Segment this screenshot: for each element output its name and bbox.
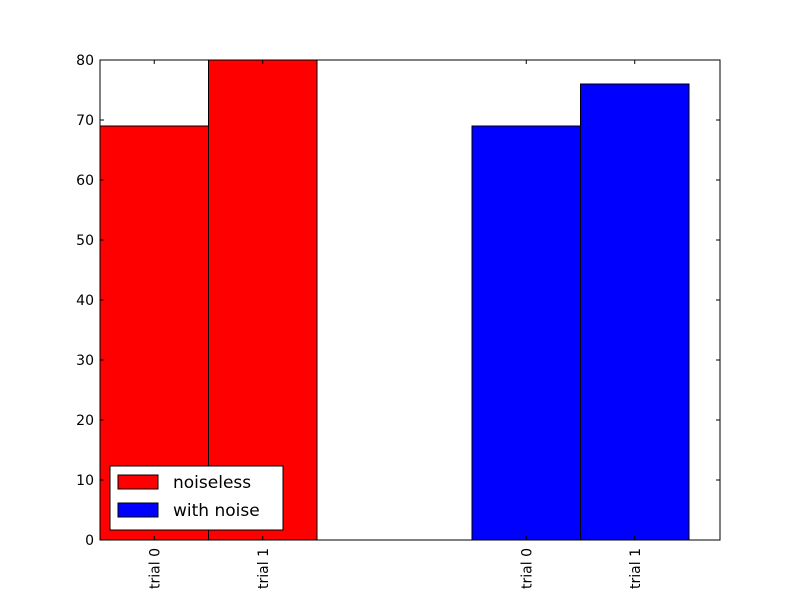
legend-label: with noise [173, 501, 260, 521]
legend-swatch [117, 502, 159, 518]
y-tick-label: 0 [85, 533, 94, 549]
y-tick-label: 50 [76, 233, 94, 249]
y-tick-label: 10 [76, 473, 94, 489]
y-tick-label: 20 [76, 413, 94, 429]
legend: noiseless with noise [109, 465, 284, 531]
y-tick-label: 70 [76, 113, 94, 129]
legend-label: noiseless [173, 473, 251, 493]
legend-swatch [117, 474, 159, 490]
bar [580, 83, 690, 541]
x-tick-label: trial 0 [519, 548, 535, 589]
y-tick-label: 60 [76, 173, 94, 189]
y-tick-label: 30 [76, 353, 94, 369]
bar [471, 125, 581, 541]
y-tick-label: 40 [76, 293, 94, 309]
y-tick-label: 80 [76, 53, 94, 69]
x-tick-label: trial 0 [147, 548, 163, 589]
x-tick-label: trial 1 [628, 548, 644, 589]
x-tick-label: trial 1 [256, 548, 272, 589]
bar [208, 59, 318, 541]
